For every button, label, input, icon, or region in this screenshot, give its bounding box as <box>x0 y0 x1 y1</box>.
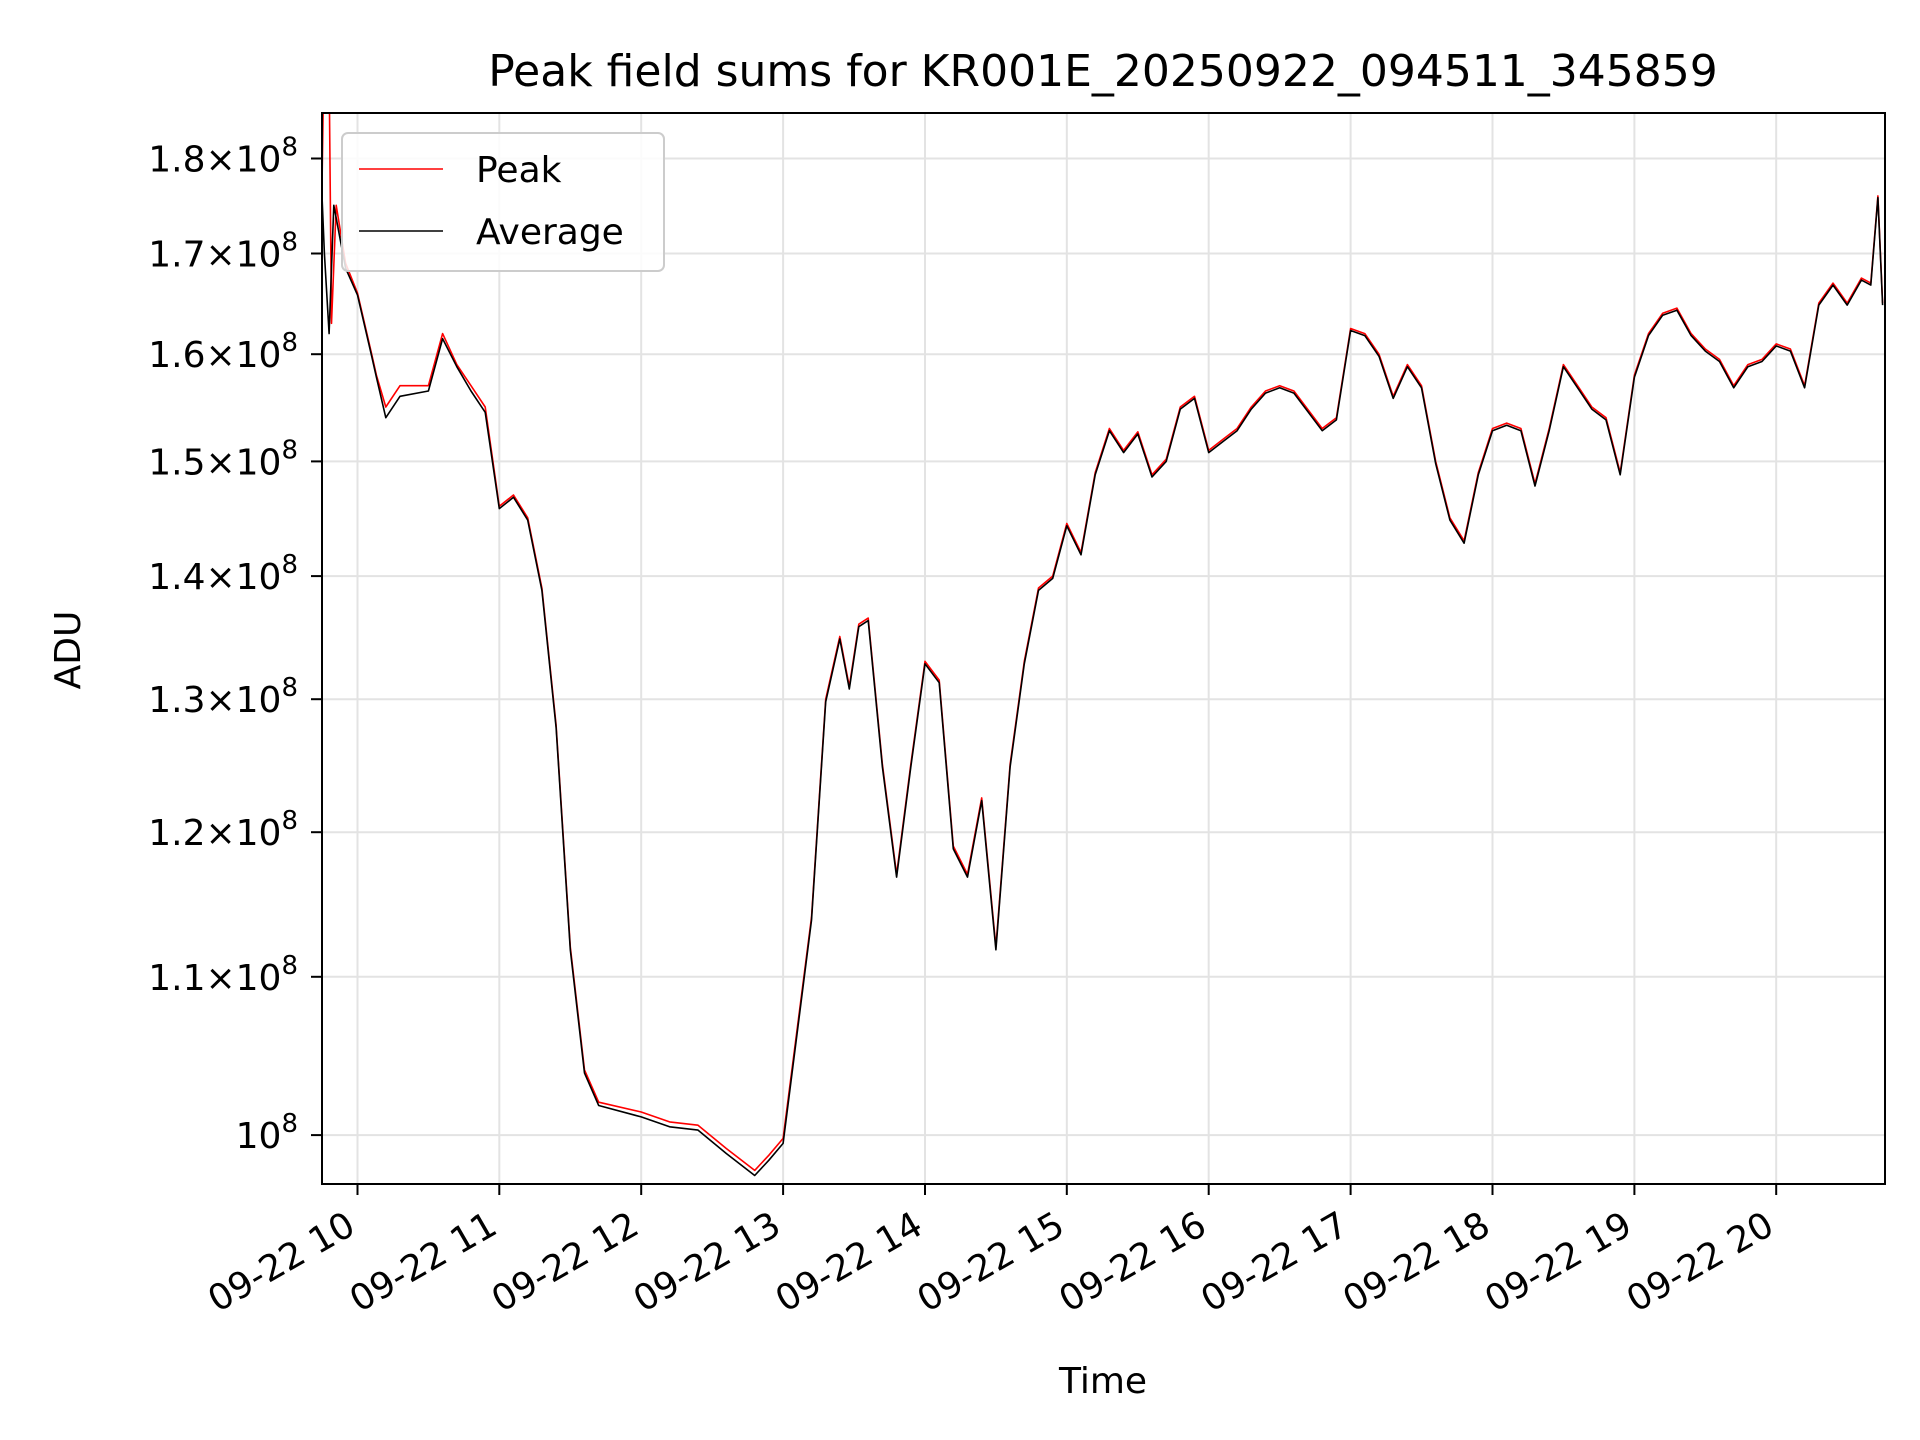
legend-box <box>341 132 665 272</box>
y-tick-label: 1.6×108 <box>148 328 298 376</box>
y-tick-label: 1.7×108 <box>148 228 298 276</box>
y-tick-label: 1.2×108 <box>148 806 298 854</box>
y-tick-label: 1.4×108 <box>148 550 298 598</box>
legend-label-peak: Peak <box>476 150 562 191</box>
plot-frame <box>321 112 1886 1185</box>
series-line-peak <box>322 113 1884 1172</box>
chart-title: Peak field sums for KR001E_20250922_0945… <box>488 46 1718 97</box>
series-line-average <box>322 195 1884 1177</box>
y-axis-label: ADU <box>48 611 89 690</box>
x-axis-label: Time <box>1058 1361 1147 1402</box>
legend-label-average: Average <box>476 212 624 253</box>
y-tick-label: 1.3×108 <box>148 673 298 721</box>
y-tick-label: 1.5×108 <box>148 435 298 483</box>
grid <box>322 113 1885 1184</box>
y-tick-label: 1.8×108 <box>148 133 298 181</box>
plot-lines <box>322 113 1884 1177</box>
y-tick-label: 1.1×108 <box>148 951 298 999</box>
y-axis: 108 1.1×108 1.2×108 1.3×108 1.4×108 1.5×108 1.… <box>148 133 322 1157</box>
legend: Peak Average <box>341 132 665 272</box>
y-tick-label: 108 <box>236 1109 298 1157</box>
